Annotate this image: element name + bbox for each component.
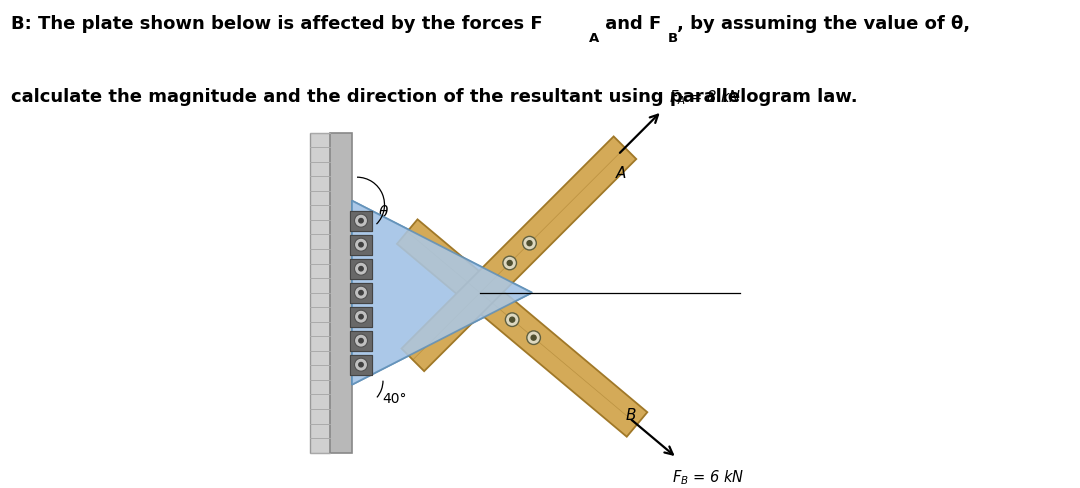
Text: A: A (589, 32, 598, 45)
Circle shape (359, 339, 363, 343)
Bar (350, 259, 372, 279)
Bar (350, 211, 372, 231)
Circle shape (359, 243, 363, 247)
Circle shape (359, 243, 363, 247)
Circle shape (354, 286, 367, 299)
Polygon shape (397, 220, 647, 437)
Circle shape (354, 214, 367, 227)
Circle shape (503, 256, 516, 270)
Text: calculate the magnitude and the direction of the resultant using parallelogram l: calculate the magnitude and the directio… (11, 88, 858, 106)
Bar (350, 235, 372, 255)
Circle shape (354, 214, 367, 227)
Circle shape (354, 238, 367, 251)
Text: θ: θ (379, 205, 389, 220)
Circle shape (354, 334, 367, 347)
Bar (350, 331, 372, 351)
Circle shape (531, 335, 536, 340)
Bar (350, 355, 372, 375)
Text: , by assuming the value of θ,: , by assuming the value of θ, (677, 15, 970, 33)
Circle shape (354, 358, 367, 371)
Bar (310, 133, 330, 453)
Circle shape (510, 317, 515, 322)
Circle shape (359, 266, 363, 271)
Polygon shape (352, 201, 532, 385)
Circle shape (359, 219, 363, 223)
Polygon shape (352, 201, 532, 385)
Circle shape (359, 314, 363, 319)
Bar (350, 283, 372, 303)
Circle shape (354, 310, 367, 323)
Bar (350, 355, 372, 375)
Circle shape (359, 363, 363, 367)
Circle shape (508, 261, 512, 265)
Circle shape (359, 266, 363, 271)
Circle shape (527, 241, 532, 245)
Circle shape (354, 358, 367, 371)
Bar (350, 306, 372, 326)
Text: 40°: 40° (382, 392, 406, 406)
Circle shape (354, 310, 367, 323)
Text: $F_B$ = 6 kN: $F_B$ = 6 kN (672, 468, 744, 487)
Circle shape (359, 290, 363, 295)
Bar (350, 283, 372, 303)
Text: B: B (625, 408, 636, 423)
Circle shape (527, 331, 540, 345)
Circle shape (359, 363, 363, 367)
Bar (350, 331, 372, 351)
Text: $F_A$ = 8 kN: $F_A$ = 8 kN (669, 88, 741, 107)
Text: and F: and F (599, 15, 662, 33)
Polygon shape (402, 137, 636, 371)
Circle shape (354, 334, 367, 347)
Bar (350, 211, 372, 231)
Circle shape (354, 286, 367, 299)
Circle shape (354, 262, 367, 275)
Circle shape (359, 339, 363, 343)
Text: A: A (616, 165, 626, 181)
Text: B: B (667, 32, 677, 45)
Circle shape (523, 236, 537, 250)
Circle shape (505, 313, 519, 326)
Bar (350, 235, 372, 255)
Bar (350, 259, 372, 279)
Circle shape (359, 219, 363, 223)
Bar (330, 133, 352, 453)
Text: B: The plate shown below is affected by the forces F: B: The plate shown below is affected by … (11, 15, 542, 33)
Circle shape (359, 314, 363, 319)
Circle shape (354, 238, 367, 251)
Circle shape (359, 290, 363, 295)
Bar (350, 306, 372, 326)
Circle shape (354, 262, 367, 275)
